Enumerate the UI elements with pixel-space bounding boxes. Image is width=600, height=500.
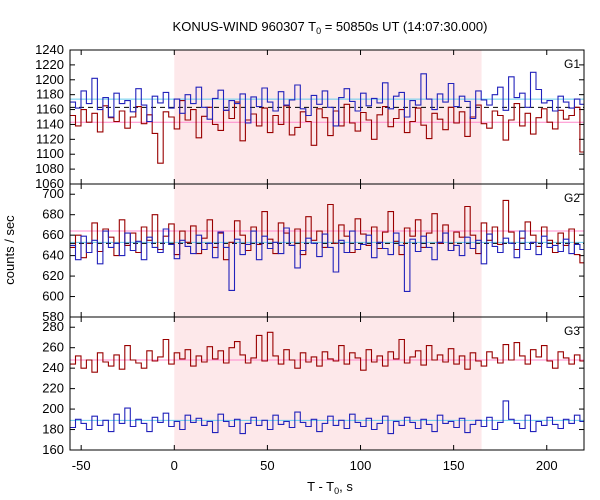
- y-tick-label: 160: [42, 442, 64, 457]
- panel-frame: [69, 316, 585, 451]
- y-tick-label: 660: [42, 227, 64, 242]
- y-tick-label: 620: [42, 268, 64, 283]
- y-tick-label: 260: [42, 340, 64, 355]
- x-tick-label: 150: [443, 458, 465, 473]
- chart-title: KONUS-WIND 960307 T0 = 50850s UT (14:07:…: [173, 19, 488, 36]
- y-axis-label: counts / sec: [2, 215, 17, 285]
- y-tick-label: 1080: [35, 161, 64, 176]
- y-tick-label: 600: [42, 289, 64, 304]
- highlight-interval: [174, 50, 482, 184]
- x-tick-label: 200: [536, 458, 558, 473]
- y-tick-label: 680: [42, 207, 64, 222]
- x-tick-label: 0: [171, 458, 178, 473]
- panels: 1060108011001120114011601180120012201240…: [35, 42, 585, 457]
- y-tick-label: 1160: [36, 102, 64, 117]
- y-tick-label: 1060: [35, 176, 64, 191]
- x-axis-ticks: -50 0 50 100 150 200: [72, 458, 558, 473]
- series-red-stairs: [70, 199, 584, 264]
- series-blue-stairs: [70, 71, 584, 127]
- series-red-stairs: [70, 331, 584, 373]
- panel-g3: 160 180 200 220 240 260 280 G3: [42, 316, 585, 457]
- panel-g1: 1060108011001120114011601180120012201240…: [35, 42, 585, 191]
- y-tick-label: 580: [42, 309, 64, 324]
- x-tick-label: -50: [72, 458, 91, 473]
- y-tick-label: 1200: [35, 72, 64, 87]
- series-blue-stairs: [70, 400, 584, 435]
- panel-label: G1: [564, 57, 580, 71]
- x-tick-label: 100: [350, 458, 372, 473]
- x-axis-label: T - T0, s: [307, 479, 353, 496]
- y-tick-label: 1120: [36, 131, 64, 146]
- panel-label: G2: [564, 191, 580, 205]
- y-tick-label: 220: [42, 381, 64, 396]
- y-tick-label: 1240: [35, 42, 64, 57]
- y-tick-label: 1100: [36, 146, 64, 161]
- y-tick-label: 240: [42, 360, 64, 375]
- series-blue-stairs: [70, 227, 584, 292]
- y-tick-label: 640: [42, 248, 64, 263]
- y-tick-label: 1140: [36, 116, 64, 131]
- panel-label: G3: [564, 324, 580, 338]
- y-tick-label: 1180: [36, 87, 64, 102]
- panel-g2: 580 600 620 640 660 680 700 G2: [42, 183, 585, 324]
- y-tick-label: 700: [42, 186, 64, 201]
- y-tick-label: 200: [42, 401, 64, 416]
- y-tick-label: 180: [42, 422, 64, 437]
- x-tick-label: 50: [260, 458, 274, 473]
- y-tick-label: 1220: [35, 57, 64, 72]
- highlight-interval: [174, 317, 482, 450]
- y-tick-label: 280: [42, 319, 64, 334]
- series-red-stairs: [70, 100, 584, 164]
